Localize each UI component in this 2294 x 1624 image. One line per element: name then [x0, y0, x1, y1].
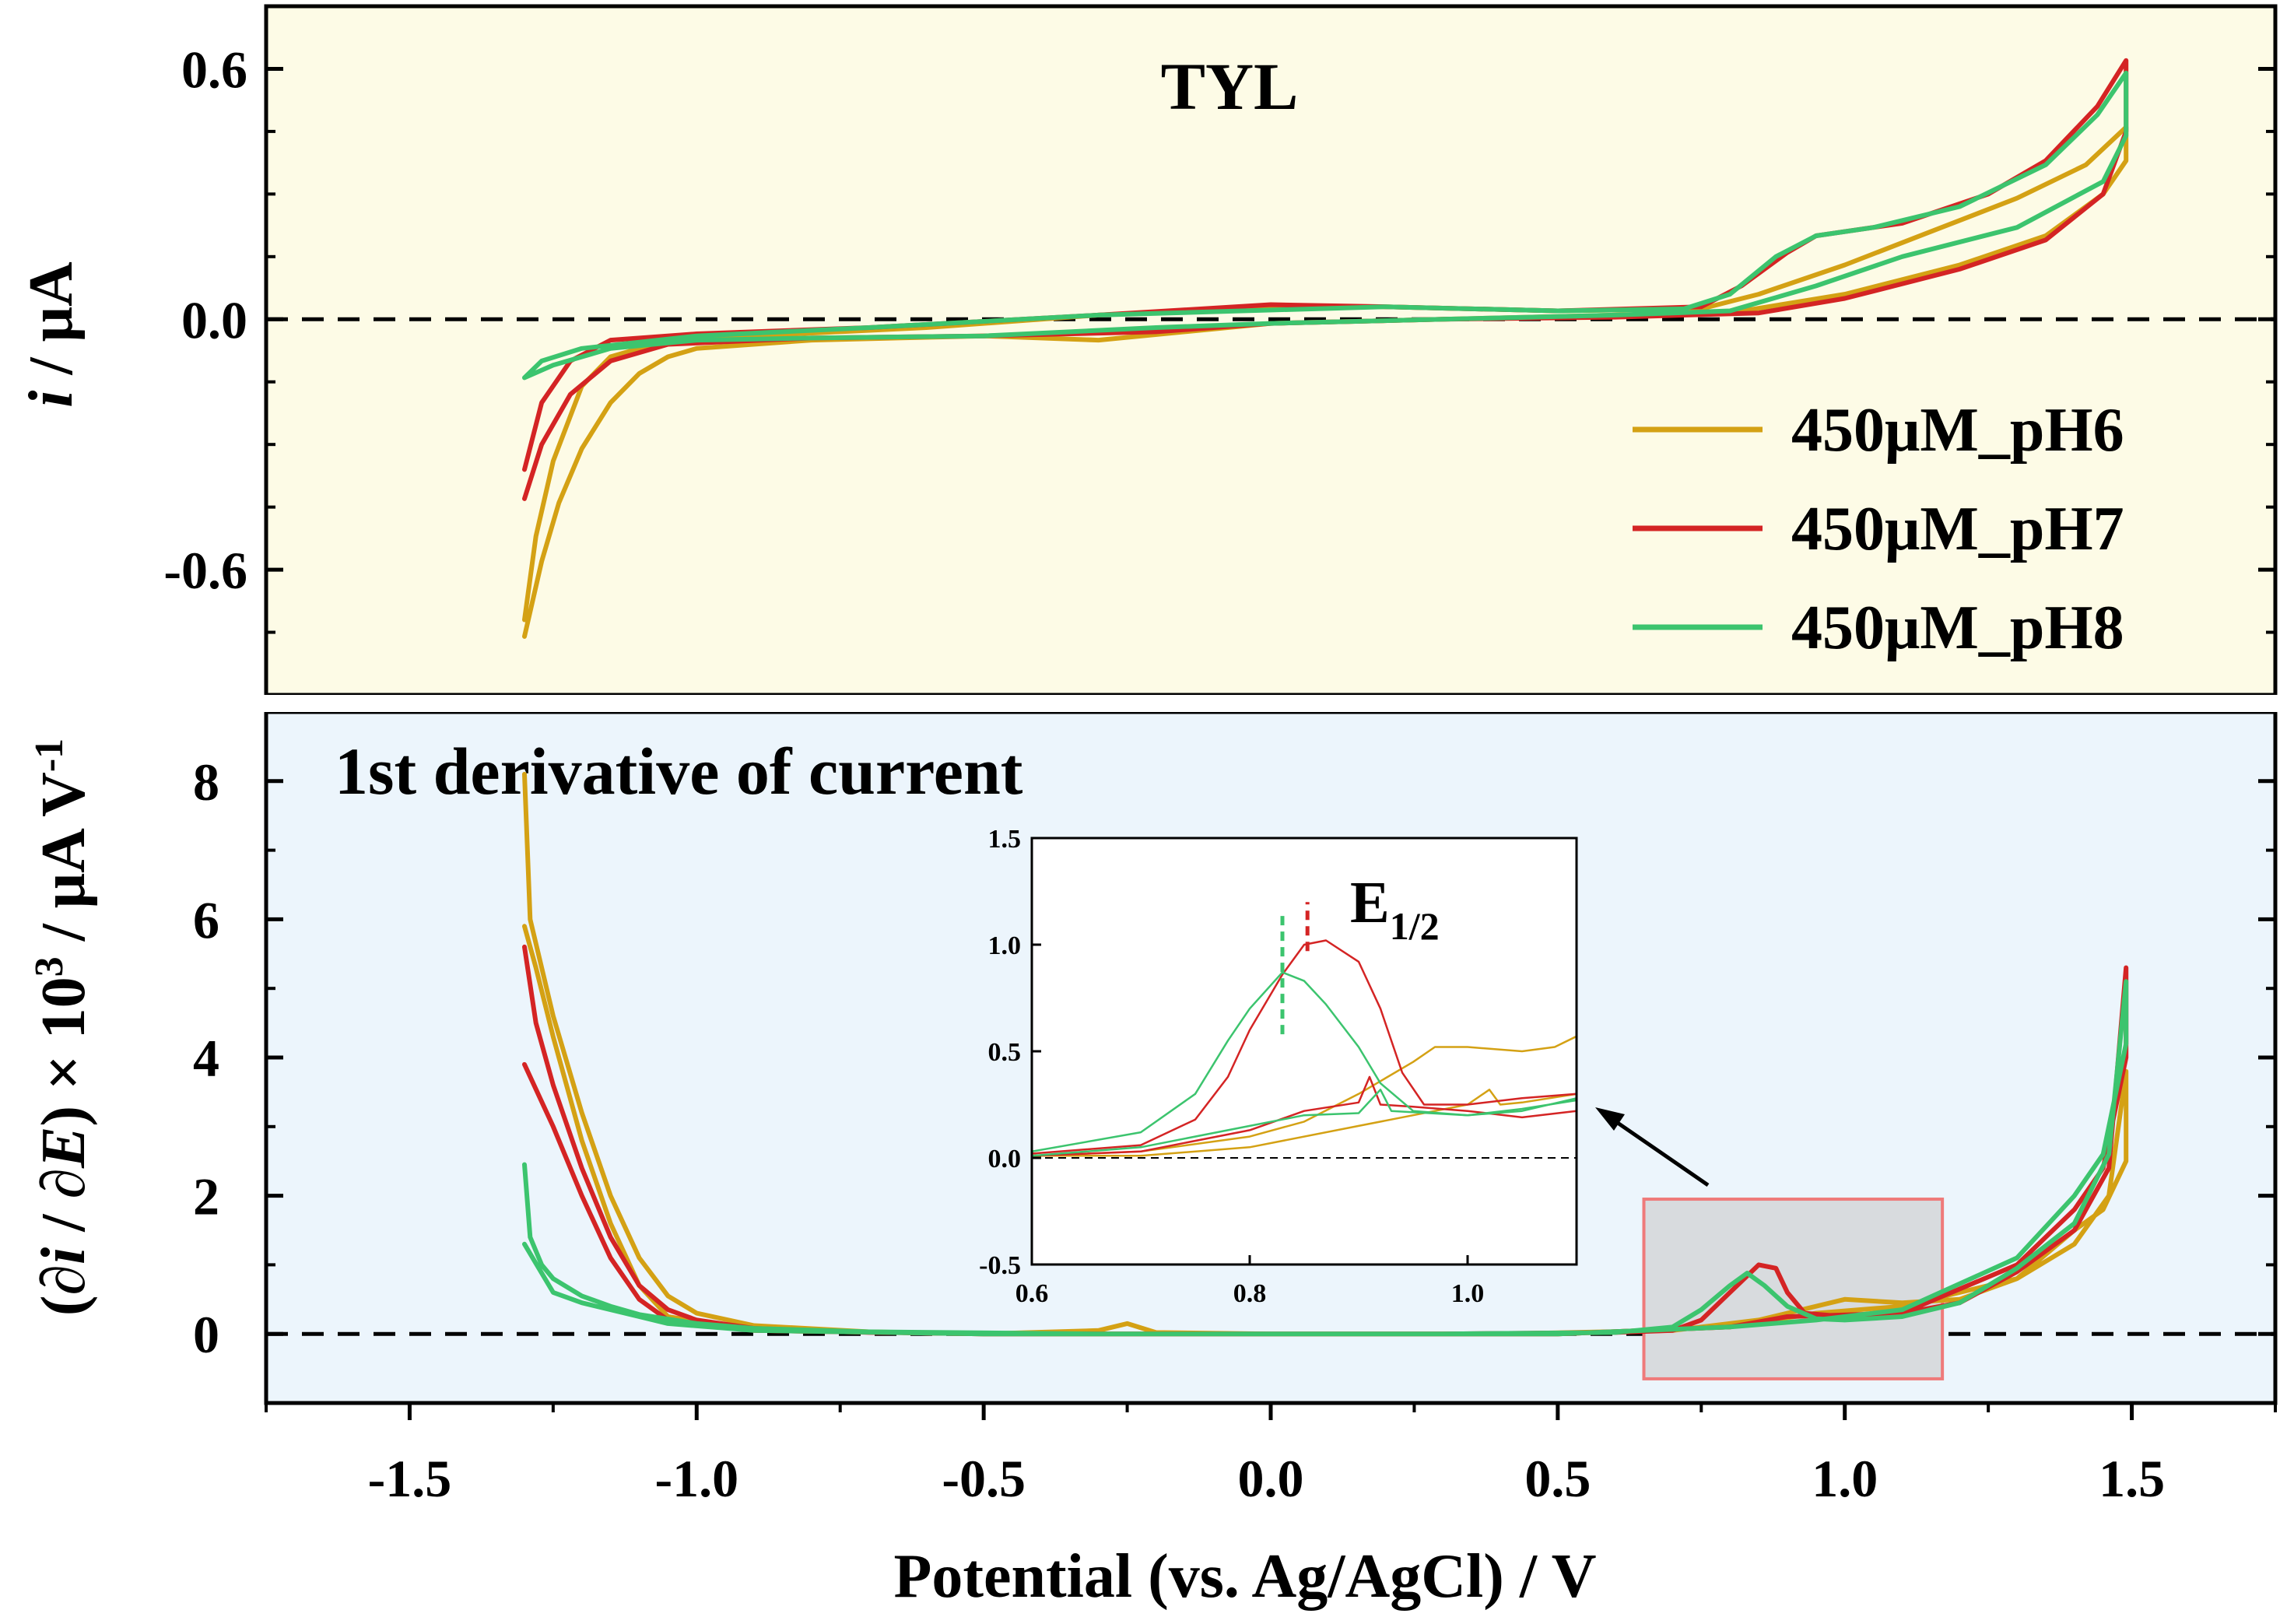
- inset-axis-ticks: -0.5 0.0 0.5 1.0 1.5 0.6 0.8 1.0: [979, 825, 1484, 1308]
- top-y-tick-label: -0.6: [163, 541, 247, 600]
- inset-x-tick-label: 0.8: [1233, 1279, 1267, 1308]
- inset-e-half-markers: [1280, 902, 1310, 1035]
- inset-series-450-m-ph6: [1032, 1035, 1577, 1157]
- bottom-y-axis-label: (∂i / ∂E) × 103 / μA V-1: [27, 738, 99, 1316]
- inset-y-tick-label: -0.5: [979, 1251, 1021, 1280]
- x-axis-label: Potential (vs. Ag/AgCl) / V: [894, 1542, 1597, 1611]
- top-series-450-m-ph8: [522, 70, 2129, 381]
- bottom-y-tick-label: 6: [193, 890, 219, 949]
- inset-pointer-arrow: [1601, 1110, 1710, 1187]
- top-y-axis-label: i / μA: [17, 261, 86, 408]
- inset-series-450-m-ph7: [1032, 939, 1577, 1155]
- bottom-axis-ticks: 0 2 4 6 8 -1.5 -1.0 -0.5 0.0 0.5 1.0 1.5: [193, 752, 2277, 1508]
- x-tick-label: -1.5: [368, 1449, 452, 1508]
- zoom-highlight-box: [1642, 1198, 1945, 1380]
- inset-series-group: [1032, 939, 1577, 1157]
- top-series-group: [522, 58, 2129, 639]
- inset-x-tick-label: 0.6: [1015, 1279, 1049, 1308]
- x-tick-label: 1.5: [2099, 1449, 2165, 1508]
- bottom-y-tick-label: 2: [193, 1167, 219, 1226]
- inset-x-tick-label: 1.0: [1451, 1279, 1485, 1308]
- x-tick-label: 0.0: [1238, 1449, 1304, 1508]
- top-panel-title: TYL: [1161, 49, 1299, 124]
- top-series-450-m-ph6: [522, 125, 2129, 639]
- inset-background: [1032, 838, 1577, 1264]
- bottom-y-tick-label: 0: [193, 1305, 219, 1364]
- x-tick-label: 0.5: [1524, 1449, 1591, 1508]
- legend-label-450-m-ph6: 450μM_pH6: [1791, 396, 2124, 465]
- bottom-panel-title: 1st derivative of current: [335, 734, 1023, 808]
- bottom-y-tick-label: 8: [193, 752, 219, 812]
- x-tick-label: -1.0: [654, 1449, 738, 1508]
- inset-y-tick-label: 0.5: [988, 1038, 1022, 1067]
- inset-y-tick-label: 1.0: [988, 931, 1022, 960]
- inset-series-450-m-ph8-return: [1032, 1089, 1577, 1157]
- legend-label-450-m-ph7: 450μM_pH7: [1791, 495, 2124, 563]
- inset-y-tick-label: 1.5: [988, 825, 1022, 854]
- inset-series-450-m-ph6-return: [1032, 1089, 1577, 1157]
- legend-label-450-m-ph8: 450μM_pH8: [1791, 594, 2124, 662]
- legend: 450μM_pH6 450μM_pH7 450μM_pH8: [1633, 396, 2124, 662]
- inset-y-tick-label: 0.0: [988, 1145, 1022, 1173]
- bottom-series-group: [522, 771, 2129, 1337]
- x-tick-label: -0.5: [942, 1449, 1026, 1508]
- bottom-y-tick-label: 4: [193, 1029, 219, 1088]
- e-half-annotation: E1/2: [1350, 870, 1440, 948]
- top-y-tick-label: 0.6: [181, 40, 247, 99]
- x-tick-label: 1.0: [1812, 1449, 1878, 1508]
- axis-break-gap: [233, 695, 2294, 712]
- bottom-series-450-m-ph8: [522, 979, 2129, 1337]
- inset-pointer-arrowhead: [1595, 1107, 1625, 1131]
- top-axis-ticks: -0.6 0.0 0.6: [163, 40, 2275, 634]
- top-y-tick-label: 0.0: [181, 290, 247, 349]
